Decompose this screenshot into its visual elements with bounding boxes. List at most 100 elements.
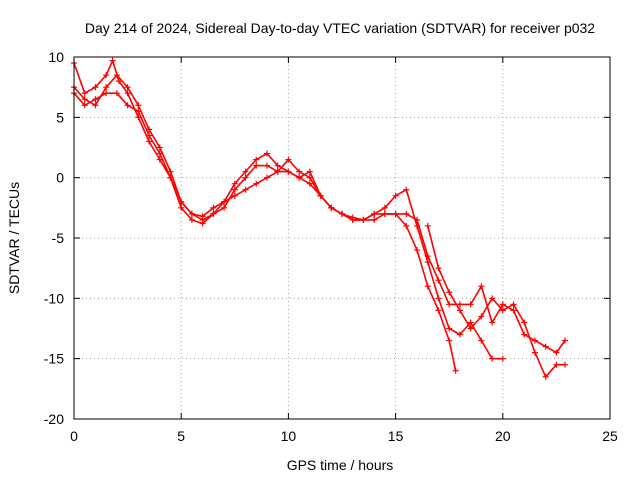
data-point <box>199 213 206 220</box>
data-point <box>124 84 131 91</box>
data-point <box>242 186 249 193</box>
data-point <box>403 186 410 193</box>
data-point <box>146 138 153 145</box>
data-point <box>542 373 549 380</box>
data-point <box>116 78 123 85</box>
series-track-c <box>71 90 568 356</box>
data-point <box>178 204 185 211</box>
data-point <box>328 204 335 211</box>
data-point <box>231 180 238 187</box>
data-point <box>253 162 260 169</box>
data-point <box>296 168 303 175</box>
data-point <box>371 216 378 223</box>
data-point <box>435 307 442 314</box>
x-tick-label: 5 <box>177 428 185 444</box>
y-tick-label: -15 <box>44 351 64 367</box>
data-point <box>371 210 378 217</box>
data-point <box>285 156 292 163</box>
data-point <box>392 192 399 199</box>
data-point <box>253 180 260 187</box>
chart-title: Day 214 of 2024, Sidereal Day-to-day VTE… <box>85 20 595 36</box>
data-point <box>306 174 313 181</box>
data-point <box>456 331 463 338</box>
data-point <box>446 325 453 332</box>
data-point <box>435 295 442 302</box>
data-point <box>456 301 463 308</box>
data-point <box>467 319 474 326</box>
data-point <box>403 222 410 229</box>
data-point <box>103 84 110 91</box>
data-point <box>231 186 238 193</box>
data-point <box>146 132 153 139</box>
data-point <box>221 198 228 205</box>
data-point <box>521 331 528 338</box>
data-point <box>553 349 560 356</box>
data-point <box>446 289 453 296</box>
data-point <box>467 325 474 332</box>
data-point <box>103 90 110 97</box>
data-point <box>510 307 517 314</box>
data-point <box>531 337 538 344</box>
data-point <box>242 168 249 175</box>
data-point <box>317 192 324 199</box>
x-axis-label: GPS time / hours <box>287 457 394 473</box>
data-point <box>92 84 99 91</box>
data-point <box>81 90 88 97</box>
y-tick-label: -20 <box>44 411 64 427</box>
data-point <box>92 96 99 103</box>
x-tick-label: 15 <box>388 428 404 444</box>
data-point <box>339 210 345 217</box>
y-tick-label: 5 <box>56 109 64 125</box>
data-point <box>478 313 485 320</box>
x-tick-label: 20 <box>495 428 511 444</box>
data-point <box>109 57 116 64</box>
data-point <box>156 144 163 151</box>
data-point <box>403 210 410 217</box>
data-point <box>306 180 313 187</box>
data-point <box>452 367 459 374</box>
data-point <box>242 174 249 181</box>
data-point <box>221 204 228 211</box>
data-point <box>210 204 217 211</box>
data-point <box>167 174 174 181</box>
data-point <box>178 198 185 205</box>
series-line <box>427 225 565 378</box>
data-point <box>542 343 549 350</box>
data-point <box>435 277 442 284</box>
data-point <box>456 307 463 314</box>
tick-labels: 0 5 10 15 20 25 -20 -15 -10 -5 0 5 10 <box>44 49 618 444</box>
data-point <box>285 168 292 175</box>
axis-ticks <box>73 56 611 420</box>
data-point <box>188 210 195 217</box>
data-point <box>81 102 88 109</box>
data-point <box>478 283 485 290</box>
data-point <box>210 210 217 217</box>
data-point <box>274 168 281 175</box>
data-point <box>81 96 88 103</box>
data-point <box>435 265 442 272</box>
data-point <box>381 210 388 217</box>
x-tick-label: 0 <box>70 428 78 444</box>
y-axis-label: SDTVAR / TECUs <box>6 182 22 294</box>
data-point <box>561 337 568 344</box>
data-point <box>499 307 506 314</box>
data-point <box>561 361 568 368</box>
grid-lines <box>74 57 610 419</box>
data-point <box>424 222 431 229</box>
data-point <box>306 168 313 175</box>
data-point <box>263 150 270 157</box>
y-tick-label: -10 <box>44 290 64 306</box>
data-point <box>553 361 560 368</box>
data-point <box>135 108 142 115</box>
data-point <box>349 214 356 221</box>
data-point <box>499 301 506 308</box>
series-track-d <box>424 222 568 380</box>
data-point <box>446 301 453 308</box>
data-point <box>489 319 496 326</box>
data-point <box>381 204 388 211</box>
data-point <box>414 247 421 254</box>
data-point <box>188 216 195 223</box>
y-tick-label: 10 <box>48 49 64 65</box>
data-point <box>124 102 131 109</box>
